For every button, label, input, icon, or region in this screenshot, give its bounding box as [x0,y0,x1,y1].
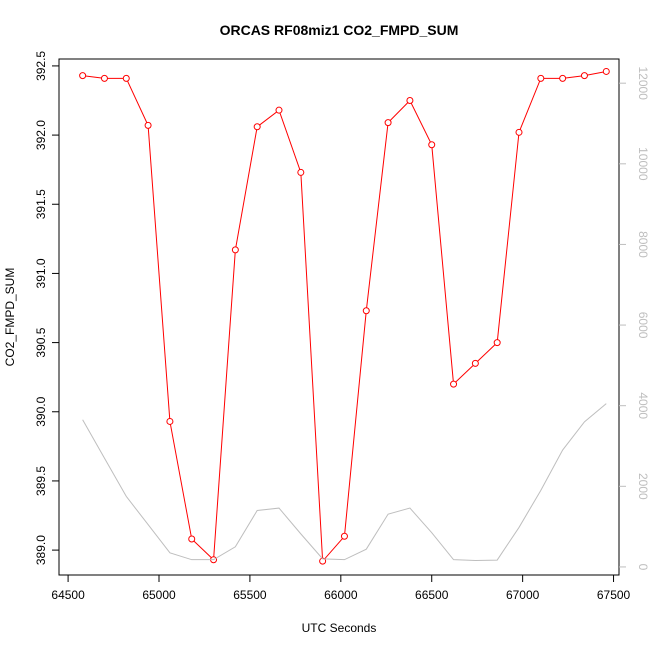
series-1-point [253,123,261,131]
series-1-point [79,72,87,80]
series-1-point [471,359,479,367]
series-1-point [493,339,501,347]
series-1-point [559,74,567,82]
series-1-point [144,121,152,129]
y-tick-label: 391.0 [34,258,48,288]
y2-tick-label: 12000 [636,67,650,101]
y-tick-label: 389.5 [34,466,48,496]
x-tick-label: 64500 [51,588,85,602]
y-tick-label: 390.0 [34,396,48,426]
x-tick-label: 67000 [506,588,540,602]
series-1-point [428,141,436,149]
y-axis-label: CO2_FMPD_SUM [3,268,17,367]
series-1-point [188,535,196,543]
x-tick-label: 66500 [415,588,449,602]
y-tick-label: 391.5 [34,189,48,219]
series-1-point [515,128,523,136]
series-1-point [340,532,348,540]
x-tick-label: 66000 [324,588,358,602]
y2-tick-label: 0 [636,564,650,571]
x-axis-label: UTC Seconds [302,621,377,635]
series-1-point [580,72,588,80]
y2-tick-label: 6000 [636,312,650,339]
plot-frame [58,58,620,576]
series-layer [79,67,610,565]
series-1-point [537,74,545,82]
y-tick-label: 392.0 [34,120,48,150]
chart-title: ORCAS RF08miz1 CO2_FMPD_SUM [220,22,459,38]
series-1-line [82,70,607,563]
y-tick-label: 389.0 [34,535,48,565]
series-1-point [166,417,174,425]
series-1-point [406,97,414,105]
y2-tick-label: 2000 [636,473,650,500]
y-tick-label: 392.5 [34,51,48,81]
series-1-point [100,74,108,82]
series-2-line [82,403,607,561]
series-1-point [122,74,130,82]
series-1-point [450,380,458,388]
series-1-point [602,67,610,75]
x-tick-label: 65500 [233,588,267,602]
x-tick-label: 67500 [597,588,631,602]
x-tick-label: 65000 [142,588,176,602]
y2-tick-label: 8000 [636,231,650,258]
series-1-point [275,106,283,114]
series-1-point [384,119,392,127]
series-1-point [362,307,370,315]
axes: 64500 65000 65500 66000 66500 67000 67500 389.0… [34,51,650,602]
y2-tick-label: 10000 [636,147,650,181]
series-1-point [297,168,305,176]
series-1-point [231,246,239,254]
y2-tick-label: 4000 [636,392,650,419]
y-tick-label: 390.5 [34,327,48,357]
